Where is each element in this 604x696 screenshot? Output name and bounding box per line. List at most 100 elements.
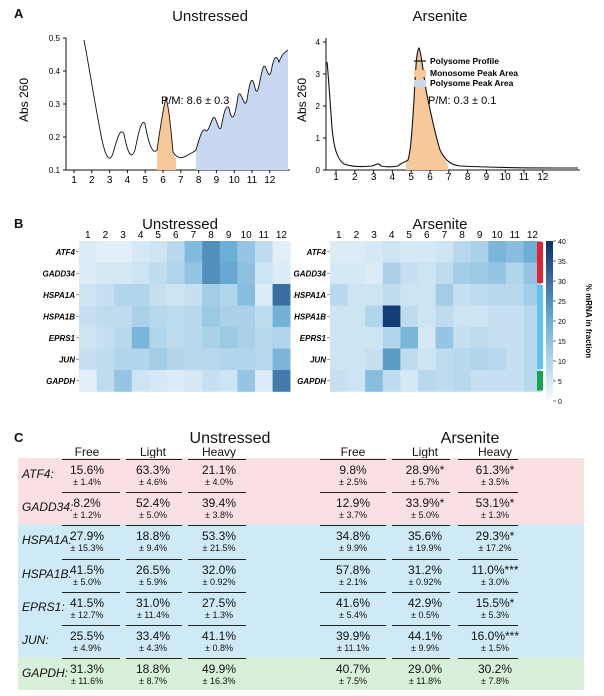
table-cell: 27.9% ± 15.3% — [52, 529, 122, 554]
cell-mean: 41.6% — [335, 595, 371, 610]
cell-mean: 29.3%* — [475, 529, 515, 544]
heatmap-cell — [131, 305, 150, 328]
table-rule — [62, 625, 120, 626]
column-header-heavy: Heavy — [477, 445, 512, 459]
heatmap-cell — [272, 348, 291, 371]
cell-mean: 29.0% — [407, 662, 443, 677]
cell-mean: 32.0% — [201, 562, 237, 577]
table-cell: 28.9%* ± 5.7% — [390, 463, 460, 488]
colorbar-tick-label: 10 — [558, 359, 566, 366]
monosome-area-arsenite — [406, 48, 448, 170]
heatmap-cell — [149, 348, 168, 371]
heatmap-cell — [237, 284, 256, 306]
heatmap-cell — [400, 284, 419, 306]
heatmap-cell — [330, 262, 348, 285]
table-rule — [62, 591, 120, 593]
table-row — [18, 458, 584, 492]
heatmap-cell — [114, 305, 133, 328]
table-cell: 11.0%*** ± 3.0% — [460, 563, 530, 588]
y-axis-label-left: Abs 260 — [17, 78, 31, 122]
table-row — [18, 524, 584, 558]
heatmap-cell — [167, 327, 185, 349]
table-rule — [188, 558, 246, 560]
heatmap-cell — [237, 370, 256, 392]
cell-sd: ± 9.4% — [139, 543, 167, 554]
cell-mean: 28.9%* — [405, 463, 445, 477]
heatmap-cell — [255, 327, 273, 349]
heatmap-cell — [382, 284, 401, 306]
cell-sd: ± 5.3% — [481, 609, 509, 620]
heatmap-cell — [435, 262, 454, 285]
heatmap-cell — [79, 262, 97, 285]
table-rule — [188, 492, 246, 494]
table-cell: 41.1% ± 0.8% — [184, 629, 254, 654]
heatmap-column-label: 7 — [442, 230, 448, 241]
panel-label-c: C — [14, 430, 24, 445]
cell-sd: ± 11.8% — [408, 676, 442, 687]
heatmap-column-label: 5 — [406, 230, 412, 241]
heatmap-cell — [167, 241, 185, 263]
table-rule — [126, 525, 182, 527]
table-row — [18, 491, 584, 525]
heatmap-cell — [237, 262, 256, 285]
heatmap-cell — [365, 305, 384, 328]
heatmap-cell — [330, 370, 348, 392]
heatmap-cell — [272, 327, 291, 349]
legend-entry-polysome: Polysome Peak Area — [430, 78, 514, 88]
heatmap-column-label: 3 — [120, 230, 126, 241]
heatmap-row-label: JUN — [310, 355, 326, 364]
heatmap-cell — [488, 241, 507, 263]
table-cell: 30.2% ± 7.8% — [460, 662, 530, 687]
row-gene-label: GADD34: — [22, 500, 74, 515]
x-tick-label: 9 — [214, 175, 220, 186]
heatmap-cell — [382, 262, 401, 285]
table-cell: 35.6% ± 19.9% — [390, 529, 460, 554]
heatmap-cell — [149, 327, 168, 349]
heatmap-column-label: 11 — [510, 230, 521, 241]
y-tick-label: 0.4 — [49, 67, 61, 76]
x-tick-label: 11 — [519, 172, 530, 183]
cell-mean: 31.0% — [135, 595, 171, 610]
heatmap-cell — [184, 241, 203, 263]
table-cell: 33.9%* ± 5.0% — [390, 496, 460, 521]
table-cell: 40.7% ± 7.5% — [318, 662, 388, 687]
heatmap-column-label: 10 — [492, 230, 504, 241]
cell-sd: ± 1.3% — [481, 510, 509, 521]
heatmap-column-label: 2 — [354, 230, 360, 241]
cell-sd: ± 3.0% — [481, 576, 509, 587]
heatmap-cell — [488, 327, 507, 349]
table-rule — [126, 658, 182, 660]
cell-mean: 15.5%* — [475, 595, 515, 610]
heatmap-cell — [470, 370, 489, 392]
heatmap-cell — [167, 370, 185, 392]
heatmap-cell — [96, 348, 115, 371]
heatmap-row-label: HSPA1B — [43, 312, 75, 321]
heatmap-cell — [435, 241, 454, 263]
cell-mean: 34.8% — [335, 529, 371, 544]
heatmap-title-arsenite: Arsenite — [412, 216, 468, 233]
heatmap-column-label: 1 — [85, 230, 91, 241]
heatmap-row-label: GAPDH — [46, 377, 75, 386]
colorbar-tick-label: 15 — [558, 339, 566, 346]
heatmap-column-label: 6 — [424, 230, 430, 241]
x-tick-label: 1 — [333, 172, 339, 183]
table-rule — [392, 492, 450, 494]
heatmap-cell — [219, 305, 238, 328]
table-cell: 31.2% ± 0.92% — [390, 563, 460, 588]
x-tick-label: 3 — [371, 172, 377, 183]
table-rule — [188, 591, 246, 593]
cell-mean: 16.0%*** — [470, 629, 520, 643]
heatmap-cell — [114, 241, 133, 263]
cell-sd: ± 5.7% — [411, 477, 439, 487]
heatmap-cell — [79, 348, 97, 371]
heatmap-column-label: 7 — [191, 230, 197, 241]
heatmap-cell — [382, 348, 401, 371]
heatmap-cell — [400, 327, 419, 349]
heatmap-cell — [184, 370, 203, 392]
heatmap-cell — [167, 348, 185, 371]
heatmap-cell — [255, 241, 273, 263]
heatmap-cell — [506, 305, 524, 328]
legend-entry-profile: Polysome Profile — [430, 56, 499, 66]
colorbar-tick-label: 20 — [558, 319, 566, 326]
heatmap-cell — [202, 284, 221, 306]
